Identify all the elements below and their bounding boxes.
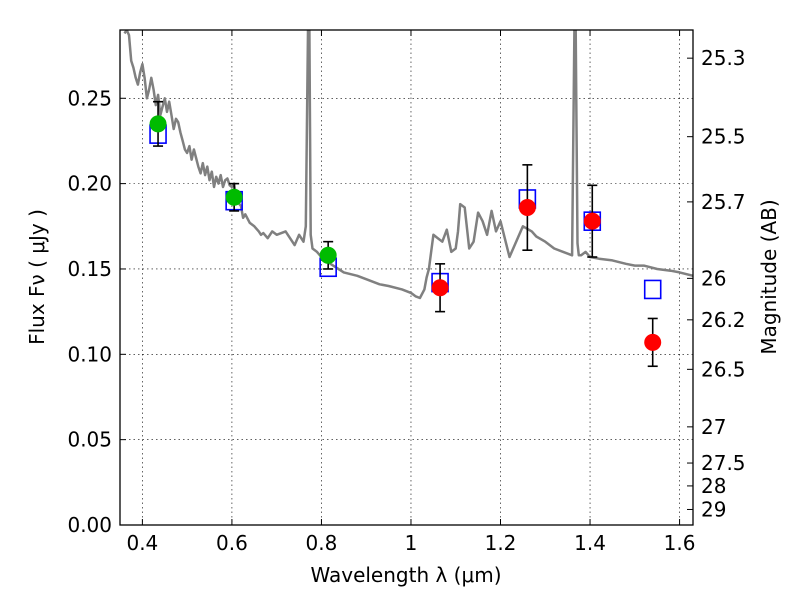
x-tick-label: 0.4	[126, 531, 158, 555]
right-tick-label: 28	[701, 474, 726, 498]
plot-frame	[119, 29, 694, 526]
model-spectrum-line	[123, 30, 693, 300]
x-tick-label: 0.6	[216, 531, 248, 555]
y-axis-right-title: Magnitude (AB)	[757, 199, 781, 354]
x-tick-label: 1	[405, 531, 418, 555]
optical-data-point	[319, 246, 337, 264]
right-tick-label: 25.3	[701, 46, 746, 70]
nir-data-point	[431, 279, 449, 297]
y-tick-label: 0.10	[67, 342, 112, 366]
x-tick-label: 1.2	[485, 531, 517, 555]
x-tick-label: 1.6	[664, 531, 696, 555]
right-tick-label: 26.2	[701, 308, 746, 332]
nir-data-point	[518, 199, 536, 217]
right-tick-label: 29	[701, 497, 726, 521]
nir-data-point	[644, 333, 662, 351]
y-axis-title: Flux Fν ( μJy )	[25, 209, 49, 345]
y-tick-label: 0.20	[67, 172, 112, 196]
y-tick-label: 0.15	[67, 257, 112, 281]
grid	[120, 30, 693, 526]
optical-data-point	[225, 188, 243, 206]
right-tick-label: 25.5	[701, 125, 746, 149]
right-tick-label: 27.5	[701, 451, 746, 475]
x-tick-label: 0.8	[306, 531, 338, 555]
right-tick-label: 26	[701, 266, 726, 290]
nir-data-point	[583, 212, 601, 230]
y-tick-label: 0.05	[67, 428, 112, 452]
right-tick-label: 26.5	[701, 357, 746, 381]
axis-ticks: 0.4 0.6 0.8 1 1.2 1.4 1.6 0.00 0.05 0.10 0.15 0.20 0…	[67, 30, 746, 555]
y-tick-label: 0.00	[67, 513, 112, 537]
x-tick-label: 1.4	[574, 531, 606, 555]
y-tick-label: 0.25	[67, 86, 112, 110]
x-axis-title: Wavelength λ (μm)	[310, 563, 501, 587]
model-band-square	[643, 279, 662, 300]
optical-data-point	[149, 115, 167, 133]
plot-area	[123, 30, 693, 368]
right-tick-label: 25.7	[701, 190, 746, 214]
right-tick-label: 27	[701, 415, 726, 439]
